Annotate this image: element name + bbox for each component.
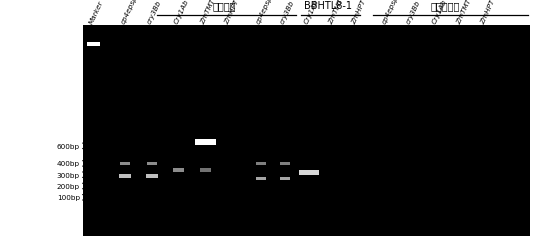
Text: Cry1Ab: Cry1Ab xyxy=(432,0,448,25)
Text: cp4epsps: cp4epsps xyxy=(120,0,140,25)
Text: 阴性性对照: 阴性性对照 xyxy=(430,1,460,11)
Text: cry3Bb: cry3Bb xyxy=(280,0,296,25)
Text: 200bp: 200bp xyxy=(57,183,80,189)
Text: cry3Bb: cry3Bb xyxy=(405,0,421,25)
Text: ZmHPT: ZmHPT xyxy=(224,0,240,25)
Text: 400bp: 400bp xyxy=(57,161,80,167)
Text: BBHTL8-1: BBHTL8-1 xyxy=(304,1,352,11)
Text: ZmTMT: ZmTMT xyxy=(456,0,473,25)
Text: 阳性对照: 阳性对照 xyxy=(212,1,236,11)
Text: 600bp: 600bp xyxy=(57,143,80,149)
Text: ZmHPT: ZmHPT xyxy=(480,0,496,25)
Text: Cry1Ab: Cry1Ab xyxy=(173,0,190,25)
Text: Cry1Ab: Cry1Ab xyxy=(304,0,320,25)
Text: ZmHPT: ZmHPT xyxy=(351,0,367,25)
Text: cp4epsps: cp4epsps xyxy=(256,0,276,25)
Text: Marker: Marker xyxy=(88,0,104,25)
Text: cp4epsps: cp4epsps xyxy=(381,0,401,25)
Text: 300bp: 300bp xyxy=(57,172,80,178)
Text: ZmTMT: ZmTMT xyxy=(328,0,345,25)
Text: ZmTMT: ZmTMT xyxy=(200,0,217,25)
Text: 100bp: 100bp xyxy=(57,194,80,200)
Text: cry3Bb: cry3Bb xyxy=(147,0,163,25)
